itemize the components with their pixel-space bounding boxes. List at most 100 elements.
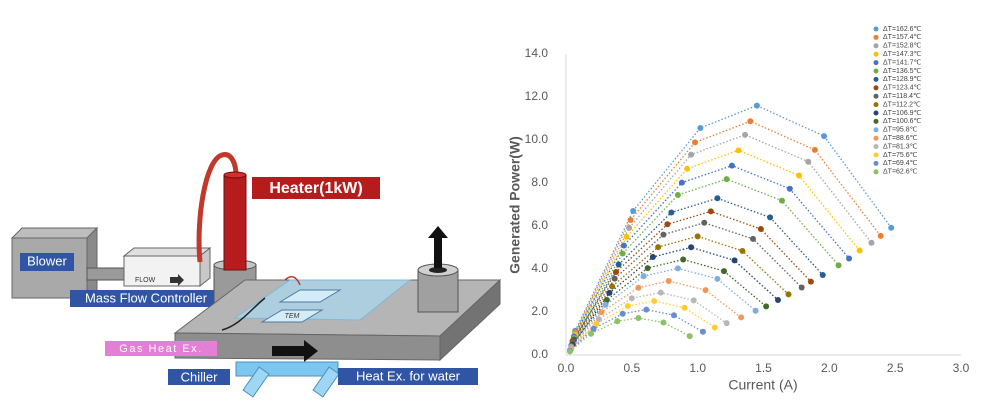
legend-marker (873, 68, 879, 74)
data-point (598, 309, 605, 316)
data-point (602, 301, 609, 308)
tem-lower (260, 309, 324, 323)
data-point (678, 179, 685, 186)
data-point (644, 265, 651, 272)
data-point (778, 197, 785, 204)
data-point (805, 158, 812, 165)
blower-label-box (20, 253, 74, 271)
data-point (660, 231, 667, 238)
data-point (856, 247, 863, 254)
data-point (774, 296, 781, 303)
data-point (593, 320, 600, 327)
blower-label: Blower (27, 253, 67, 268)
legend-label: ΔT=157.4℃ (883, 34, 922, 41)
data-point (835, 262, 842, 269)
mfc-label: Mass Flow Controller (85, 290, 208, 305)
apparatus-diagram: Blower FLOW Mass Flow Controller Heater(… (10, 152, 502, 398)
data-point (623, 233, 630, 240)
trend-line (572, 235, 789, 344)
legend-label: ΔT=95.8℃ (883, 127, 918, 134)
data-point (681, 304, 688, 311)
data-point (690, 297, 697, 304)
chiller-label: Chiller (181, 369, 219, 384)
y-tick-label: 12.0 (525, 89, 549, 103)
data-point (763, 303, 770, 310)
data-point (721, 268, 727, 275)
y-tick-label: 4.0 (531, 261, 548, 275)
wire (221, 297, 266, 331)
data-point (877, 232, 884, 239)
legend-label: ΔT=136.5℃ (883, 68, 922, 75)
y-tick-label: 0.0 (531, 347, 548, 361)
data-point (701, 219, 708, 226)
legend-label: ΔT=118.4℃ (883, 93, 921, 100)
legend-marker (873, 76, 879, 82)
trend-line (569, 317, 691, 352)
x-tick-label: 2.5 (887, 361, 904, 375)
tem-upper (278, 289, 342, 303)
legend-label: ΔT=141.7℃ (883, 59, 922, 66)
x-tick-label: 1.0 (689, 361, 706, 375)
data-point (620, 242, 627, 249)
data-point (728, 162, 735, 169)
data-point (626, 224, 633, 231)
legend-marker (873, 51, 879, 57)
data-point (702, 287, 709, 294)
data-point (686, 333, 693, 340)
data-point (819, 272, 826, 279)
data-point (609, 283, 616, 290)
legend-marker (873, 60, 879, 66)
legend-label: ΔT=128.9℃ (883, 76, 922, 83)
data-point (798, 284, 805, 291)
heater-label-box (252, 177, 380, 199)
heater-label: Heater(1kW) (269, 180, 362, 197)
data-point (697, 124, 704, 131)
legend-label: ΔT=81.3℃ (883, 143, 918, 150)
legend-label: ΔT=88.6℃ (883, 135, 918, 142)
trend-line (573, 164, 850, 337)
data-point (588, 330, 595, 337)
data-point (660, 319, 667, 326)
data-point (692, 139, 699, 146)
data-point (694, 233, 701, 240)
data-point (640, 273, 647, 280)
trend-line (574, 104, 892, 331)
data-point (738, 314, 745, 321)
outlet-hole (429, 267, 447, 273)
data-point (739, 247, 746, 254)
data-point (752, 307, 759, 314)
data-point (868, 239, 875, 246)
legend-marker (873, 34, 879, 40)
data-point (786, 185, 793, 192)
mfc-label-box (70, 290, 222, 307)
data-point (747, 118, 754, 125)
chiller-label-box (168, 369, 230, 385)
legend-marker (873, 102, 879, 108)
data-point (674, 192, 681, 199)
x-tick-label: 3.0 (953, 361, 970, 375)
y-tick-label: 14.0 (525, 46, 549, 60)
trend-line (572, 222, 803, 343)
x-axis-label: Current (A) (728, 377, 797, 393)
data-point (723, 176, 730, 183)
legend-marker (873, 152, 879, 158)
water-hx-label: Heat Ex. for water (356, 368, 461, 383)
trend-line (572, 210, 812, 342)
legend-marker (873, 110, 879, 116)
legend-marker (873, 135, 879, 141)
platform-side (439, 278, 501, 362)
legend-marker (873, 169, 879, 175)
data-point (785, 291, 792, 298)
data-point (606, 289, 613, 296)
water-hx-label-box (338, 368, 478, 385)
legend-label: ΔT=106.9℃ (883, 110, 922, 117)
legend-label: ΔT=162.6℃ (883, 26, 922, 33)
data-point (614, 318, 621, 325)
x-tick-label: 2.0 (821, 361, 838, 375)
x-tick-label: 0.5 (623, 361, 640, 375)
heater-tube (196, 152, 239, 263)
x-tick-label: 1.5 (755, 361, 772, 375)
legend-label: ΔT=152.8℃ (883, 43, 922, 50)
data-point (603, 296, 610, 303)
data-point (674, 265, 681, 272)
